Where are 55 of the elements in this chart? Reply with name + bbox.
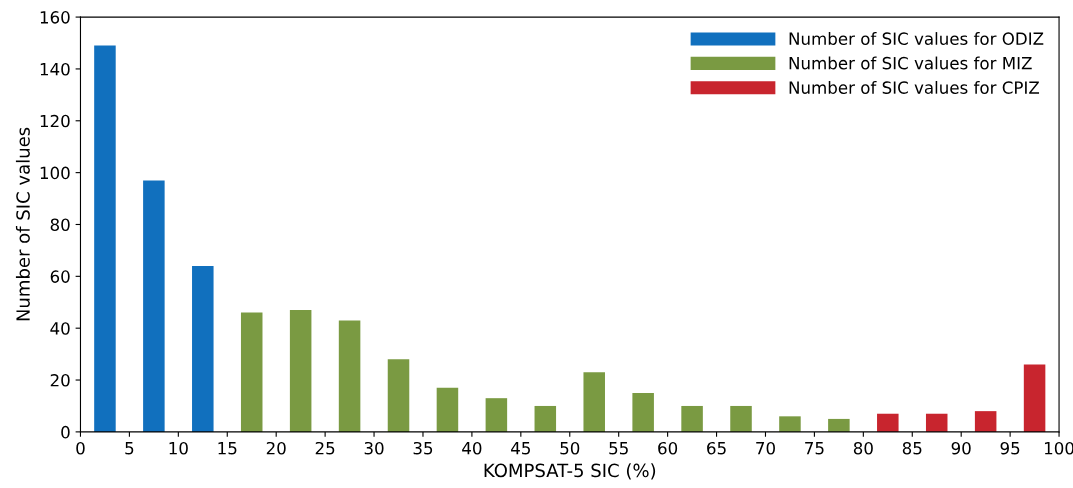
y-tick-label: 20 [50, 373, 70, 387]
x-tick-label: 5 [125, 442, 134, 455]
y-tick-label: 0 [61, 425, 70, 439]
bar [632, 392, 654, 432]
x-tick-label: 60 [658, 441, 678, 455]
bar [436, 387, 459, 432]
bar [1023, 364, 1046, 432]
y-tick-label: 60 [50, 270, 70, 283]
y-tick-label: 160 [40, 11, 70, 24]
legend-label: Number of SIC values for MIZ [789, 56, 1032, 70]
bar [534, 405, 557, 432]
bar [974, 411, 997, 432]
bar [925, 413, 948, 432]
bar [730, 405, 752, 432]
bar [143, 180, 165, 432]
x-tick-label: 35 [413, 441, 433, 455]
y-tick-label: 80 [50, 218, 70, 232]
x-tick-label: 10 [169, 441, 188, 455]
x-axis-title: KOMPSAT-5 SIC (%) [484, 463, 656, 480]
bar [289, 310, 312, 432]
bar [240, 312, 263, 432]
x-tick-label: 30 [364, 441, 384, 455]
y-axis-title: Number of SIC values [15, 127, 30, 321]
x-tick-label: 65 [707, 441, 726, 455]
bar [828, 418, 850, 432]
bar [877, 413, 899, 432]
bar [338, 320, 361, 432]
x-tick-label: 20 [266, 441, 286, 455]
x-tick-label: 70 [756, 441, 775, 455]
bar [387, 359, 410, 432]
bar [94, 45, 116, 432]
legend-label: Number of SIC values for ODIZ [789, 32, 1044, 45]
x-tick-label: 85 [902, 441, 922, 455]
y-tick-label: 120 [40, 114, 70, 128]
bar [485, 398, 508, 432]
x-tick-label: 40 [462, 441, 482, 455]
bar [779, 416, 801, 432]
legend-label: Number of SIC values for CPIZ [789, 81, 1040, 94]
bar [583, 372, 605, 432]
y-tick-label: 40 [50, 322, 70, 335]
x-tick-label: 15 [218, 442, 237, 455]
y-tick-label: 100 [40, 166, 70, 180]
bar [681, 405, 703, 432]
x-tick-label: 100 [1044, 441, 1073, 455]
x-tick-label: 45 [511, 442, 530, 455]
x-tick-label: 25 [315, 441, 335, 455]
x-tick-label: 80 [853, 441, 873, 455]
x-tick-label: 50 [560, 441, 580, 455]
x-tick-label: 75 [805, 442, 824, 455]
x-tick-label: 90 [951, 441, 971, 455]
x-tick-label: 95 [1000, 441, 1020, 455]
bar [192, 265, 214, 432]
y-tick-label: 140 [40, 62, 70, 76]
x-tick-label: 0 [76, 441, 85, 455]
x-tick-label: 55 [609, 442, 628, 455]
